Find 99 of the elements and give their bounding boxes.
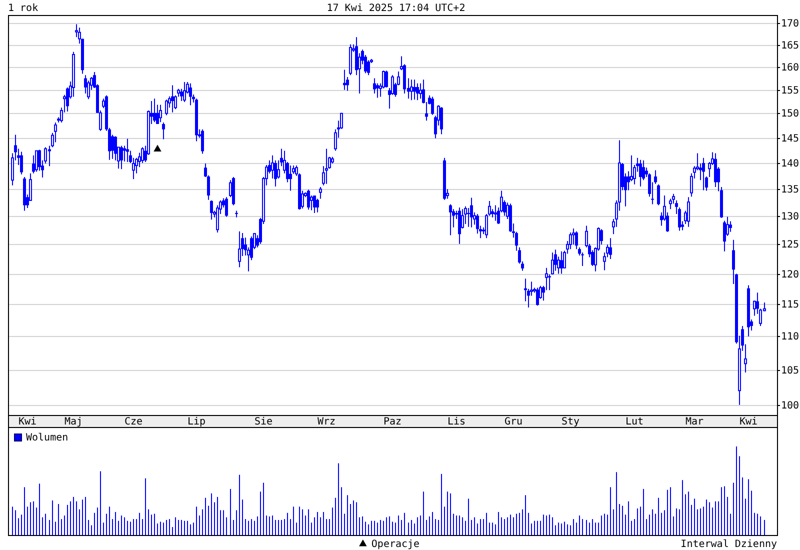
legend-label: Wolumen [26, 432, 68, 443]
candlestick [419, 82, 422, 100]
x-tick-label: Lis [447, 416, 466, 427]
candlestick [449, 204, 452, 236]
candlestick [702, 157, 705, 191]
legend-label: Operacje [371, 538, 420, 550]
x-tick-label: Lut [625, 416, 644, 427]
candlestick [376, 82, 379, 98]
candlestick [572, 228, 575, 245]
candlestick [416, 82, 419, 101]
candlestick [440, 106, 443, 135]
candlestick [687, 196, 690, 228]
candlestick [476, 214, 479, 234]
x-tick-label: Lip [187, 416, 206, 427]
candlestick [307, 189, 310, 210]
candlestick [20, 151, 23, 175]
y-tick-label: 100 [781, 400, 800, 411]
candlestick [609, 238, 612, 260]
y-tick-label: 145 [781, 133, 800, 144]
candlestick [467, 208, 470, 228]
candlestick [316, 198, 319, 213]
y-tick-label: 170 [781, 18, 800, 29]
candlestick [180, 88, 183, 102]
candlestick [141, 146, 144, 164]
candlestick [575, 230, 578, 250]
candlestick [723, 220, 726, 252]
candlestick [235, 210, 238, 218]
candlestick [548, 274, 551, 291]
y-tick-label: 115 [781, 299, 800, 310]
candlestick [159, 104, 162, 123]
x-tick-label: Maj [64, 416, 83, 427]
y-tick-label: 160 [781, 62, 800, 73]
candlestick [536, 287, 539, 306]
candlestick [162, 122, 165, 140]
candlestick [413, 79, 416, 100]
chart-title: 1 rok [8, 2, 38, 14]
x-tick-label: Sie [254, 416, 273, 427]
y-tick-label: 165 [781, 40, 800, 51]
candlestick [494, 204, 497, 222]
candlestick [325, 148, 328, 184]
candlestick [277, 160, 280, 180]
candlestick [120, 145, 123, 170]
candlestick [54, 122, 57, 143]
candlestick [171, 84, 174, 113]
candlestick [35, 150, 38, 172]
y-tick-label: 150 [781, 108, 800, 119]
candlestick [431, 96, 434, 116]
chart-subtitle: 17 Kwi 2025 17:04 UTC+2 [326, 2, 466, 14]
candlestick [385, 70, 388, 88]
candlestick [639, 159, 642, 187]
candlestick [238, 230, 241, 268]
x-tick-label: Paz [383, 416, 402, 427]
candlestick [669, 198, 672, 210]
candlestick [165, 99, 168, 116]
y-tick-label: 120 [781, 269, 800, 280]
candlestick [210, 200, 213, 220]
y-tick-label: 110 [781, 331, 800, 342]
candlestick [714, 152, 717, 188]
y-tick-label: 130 [781, 211, 800, 222]
candlestick [32, 154, 35, 174]
candlestick [470, 197, 473, 228]
y-tick-label: 135 [781, 184, 800, 195]
y-tick-label: 125 [781, 239, 800, 250]
candlestick [189, 82, 192, 106]
x-tick-label: Kwi [18, 416, 37, 427]
candlestick [657, 184, 660, 206]
candlestick [373, 78, 376, 94]
candlestick [410, 79, 413, 101]
y-tick-label: 105 [781, 365, 800, 376]
candlestick [319, 186, 322, 200]
candlestick [554, 249, 557, 272]
candlestick [729, 220, 732, 232]
candlestick [183, 81, 186, 102]
candlestick [464, 206, 467, 225]
candlestick [289, 165, 292, 192]
x-tick-label: Cze [124, 416, 143, 427]
candlestick [560, 250, 563, 274]
y-tick-label: 140 [781, 158, 800, 169]
candlestick [274, 160, 277, 187]
candlestick [569, 232, 572, 250]
candlestick [551, 252, 554, 275]
x-tick-label: Gru [504, 416, 523, 427]
candlestick [225, 196, 228, 218]
candlestick [313, 195, 316, 214]
text: Interwal Dzienny [680, 538, 777, 550]
candlestick [132, 157, 135, 180]
candlestick [216, 204, 219, 233]
x-tick-label: Wrz [317, 416, 336, 427]
candlestick [126, 138, 129, 162]
x-tick-label: Sty [561, 416, 580, 427]
candlestick [545, 267, 548, 291]
candlestick [153, 98, 156, 123]
y-tick-label: 155 [781, 85, 800, 96]
candlestick [114, 136, 117, 161]
x-tick-label: Kwi [739, 416, 758, 427]
x-tick-label: Mar [685, 416, 704, 427]
candlestick [201, 128, 204, 154]
candlestick [458, 206, 461, 244]
candlestick [654, 170, 657, 184]
